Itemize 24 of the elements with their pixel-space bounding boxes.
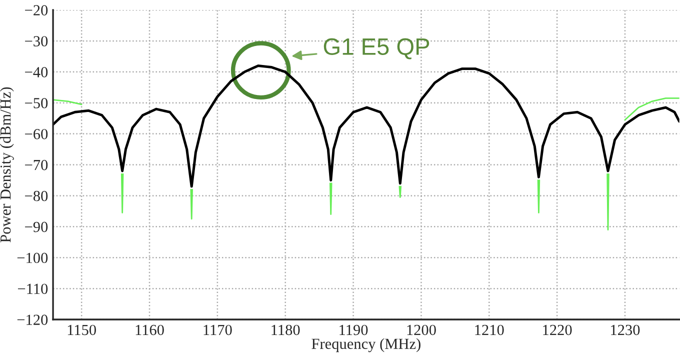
x-tick-label: 1180 <box>272 324 300 336</box>
annotation: G1 E5 QP <box>324 38 430 60</box>
y-tick-label: −90 <box>25 222 48 232</box>
x-tick-label: 1230 <box>611 324 640 336</box>
x-tick-label: 1190 <box>340 324 368 336</box>
line-series <box>53 64 680 188</box>
x-axis-title: Frequency (MHz) <box>312 338 420 352</box>
x-tick-label: 1220 <box>543 324 572 336</box>
y-tick-label: −30 <box>25 36 48 46</box>
x-tick-label: 1160 <box>136 324 164 336</box>
x-tick-label: 1170 <box>204 324 232 336</box>
y-tick-label: −60 <box>25 128 48 140</box>
y-tick-label: −80 <box>25 190 48 202</box>
x-tick-label: 1210 <box>475 324 504 336</box>
y-tick-label: −120 <box>17 314 48 325</box>
y-tick-label: −40 <box>25 67 48 78</box>
y-tick-label: −20 <box>25 5 48 16</box>
y-tick-label: −110 <box>18 284 48 294</box>
y-tick-label: −50 <box>25 98 48 108</box>
x-tick-label: 1150 <box>68 324 96 336</box>
y-axis-title: Power Density (dBm/Hz) <box>0 87 14 242</box>
y-tick-label: −100 <box>17 252 48 264</box>
y-tick-label: −70 <box>25 160 48 170</box>
x-tick-label: 1200 <box>407 324 436 336</box>
